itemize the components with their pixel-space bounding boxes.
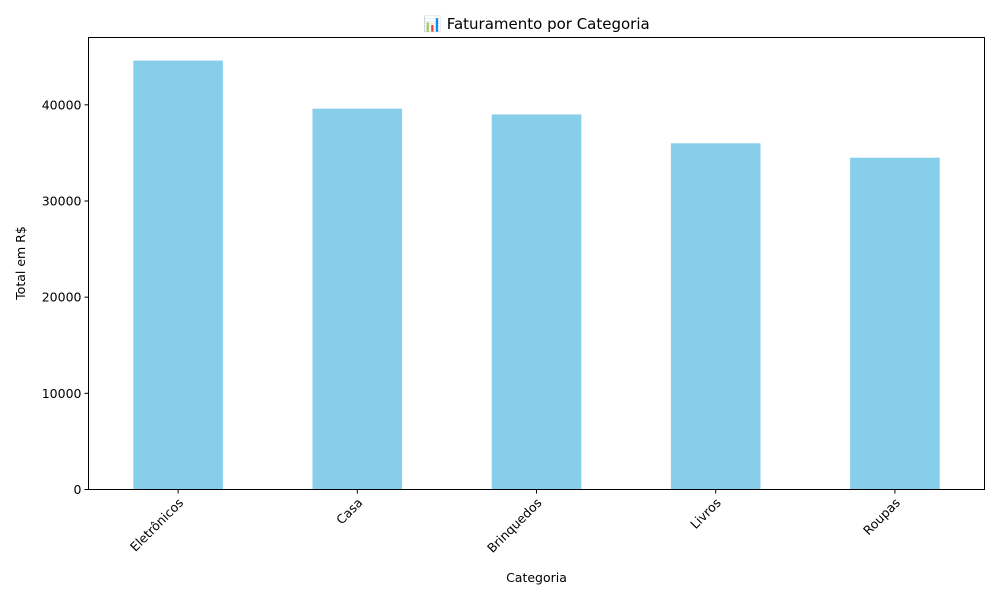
y-tick-label-4: 40000: [42, 97, 82, 112]
bar-0: [133, 60, 223, 490]
y-tick-label-0: 0: [74, 482, 82, 497]
bar-3: [670, 143, 761, 490]
y-axis-ticks: 0 10000 20000 30000 40000: [42, 97, 89, 497]
bar-2: [491, 114, 582, 490]
bars-group: [133, 60, 940, 490]
x-axis-label: Categoria: [506, 570, 567, 585]
chart-title: 📊 Faturamento por Categoria: [423, 15, 649, 33]
y-tick-label-1: 10000: [42, 386, 82, 401]
y-tick-label-3: 30000: [42, 193, 82, 208]
bar-1: [312, 108, 403, 490]
bar-4: [850, 157, 940, 490]
y-axis-label: Total em R$: [13, 226, 28, 301]
plot-frame: [88, 37, 985, 490]
y-tick-label-2: 20000: [42, 290, 82, 305]
